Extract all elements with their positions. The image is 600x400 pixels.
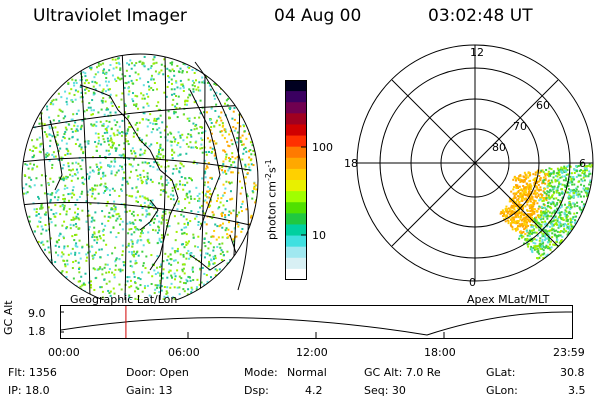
mlt-label-6: 6	[579, 157, 586, 170]
colorbar-band	[285, 91, 307, 103]
time-tick-12: 12:00	[296, 346, 328, 359]
colorbar-band	[285, 168, 307, 181]
apex-caption: Apex MLat/MLT	[467, 293, 550, 306]
colorbar-band	[285, 146, 307, 159]
geographic-map-panel	[21, 53, 259, 300]
colorbar-band	[285, 102, 307, 114]
time-tick-18: 18:00	[424, 346, 456, 359]
colorbar-tick-10: 10	[312, 229, 326, 242]
ip-value: IP: 18.0	[8, 384, 50, 397]
door-status: Door: Open	[126, 366, 189, 379]
coastline	[49, 84, 241, 271]
alt-tick-9: 9.0	[28, 307, 46, 320]
polar-grid	[356, 44, 594, 282]
alt-tick-1-8: 1.8	[28, 325, 46, 338]
mlt-label-0: 0	[469, 276, 476, 289]
colorbar-band	[285, 224, 307, 237]
sequence-number: Seq: 30	[364, 384, 406, 397]
colorbar-band	[285, 268, 307, 280]
colorbar-band	[285, 246, 307, 259]
geographic-caption: Geographic Lat/Lon	[70, 293, 178, 306]
colorbar-band	[285, 135, 307, 148]
terminator-line	[194, 61, 249, 291]
polar-mlt-panel	[356, 44, 594, 282]
time-tick-2359: 23:59	[553, 346, 585, 359]
glon-label: GLon:	[486, 384, 518, 397]
colorbar-band	[285, 80, 307, 92]
mode-label: Mode:	[244, 366, 278, 379]
gc-alt-axis-label: GC Alt	[2, 300, 15, 335]
mlt-label-12: 12	[470, 46, 484, 59]
colorbar-band	[285, 124, 307, 137]
mode-value: Normal	[287, 366, 327, 379]
date-label: 04 Aug 00	[274, 6, 362, 26]
dsp-value: 4.2	[305, 384, 323, 397]
mlat-label-60: 60	[536, 99, 550, 112]
glat-value: 30.8	[560, 366, 585, 379]
colorbar-band	[285, 213, 307, 225]
mlat-label-80: 80	[492, 141, 506, 154]
time-tick-00: 00:00	[48, 346, 80, 359]
time-tick-06: 06:00	[168, 346, 200, 359]
altitude-curve	[60, 311, 573, 336]
colorbar-band	[285, 191, 307, 203]
colorbar-band	[285, 202, 307, 214]
auroral-oval-speckle	[499, 160, 593, 276]
glat-label: GLat:	[486, 366, 516, 379]
mlt-label-18: 18	[344, 157, 358, 170]
colorbar-band	[285, 113, 307, 125]
colorbar-band	[285, 157, 307, 170]
colorbar-band	[285, 180, 307, 192]
colorbar	[285, 80, 307, 280]
colorbar-band	[285, 235, 307, 248]
instrument-title: Ultraviolet Imager	[33, 6, 187, 26]
glon-value: 3.5	[568, 384, 586, 397]
colorbar-unit-label: photon cm-2s-1	[264, 159, 279, 240]
gain-value: Gain: 13	[126, 384, 173, 397]
mlat-label-70: 70	[513, 120, 527, 133]
gc-altitude: GC Alt: 7.0 Re	[364, 366, 441, 379]
colorbar-tick-100: 100	[312, 141, 333, 154]
earth-limb	[21, 53, 259, 300]
dsp-label: Dsp:	[244, 384, 269, 397]
time-label: 03:02:48 UT	[428, 6, 533, 26]
altitude-strip-chart	[60, 305, 573, 339]
colorbar-band	[285, 257, 307, 270]
flight-number: Flt: 1356	[8, 366, 57, 379]
